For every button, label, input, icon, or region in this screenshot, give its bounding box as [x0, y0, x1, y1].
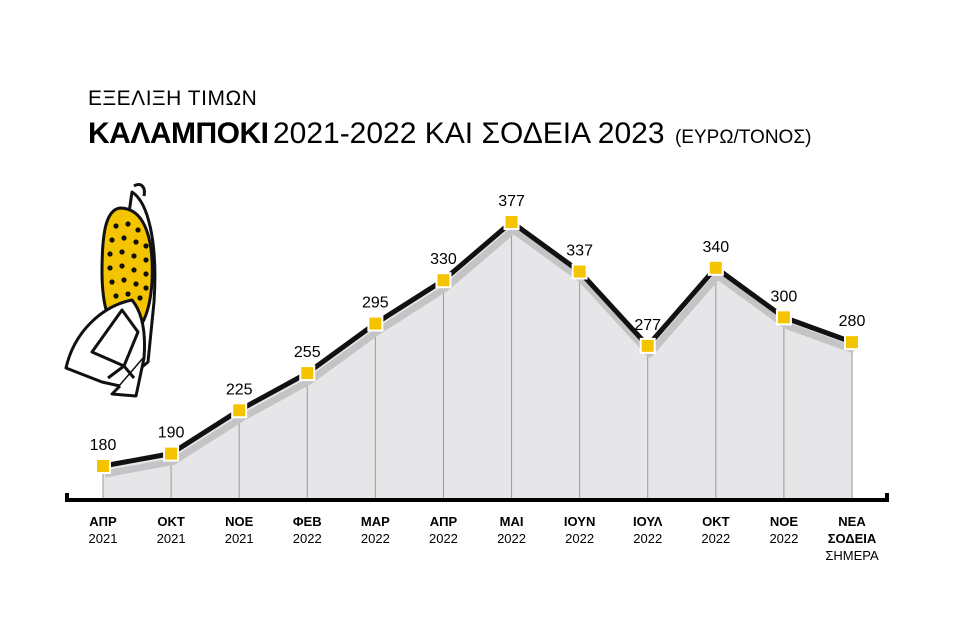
tick-label-9-1: 2022 — [701, 531, 730, 546]
data-point-11 — [844, 334, 860, 351]
tick-label-6-1: 2022 — [497, 531, 526, 546]
data-label-7: 337 — [566, 243, 593, 260]
chart-title-unit: (ΕΥΡΩ/ΤΟΝΟΣ) — [674, 127, 812, 148]
data-point-2 — [231, 402, 248, 419]
tick-label-3-1: 2022 — [293, 531, 322, 546]
tick-label-10-0: ΝΟΕ — [770, 514, 799, 529]
tick-label-11-1: ΣΟΔΕΙΑ — [828, 531, 877, 546]
tick-label-3-0: ΦΕΒ — [293, 514, 322, 529]
chart-title-rest: 2021-2022 ΚΑΙ ΣΟΔΕΙΑ 2023 — [272, 117, 665, 150]
data-label-8: 277 — [634, 317, 661, 334]
series-line — [102, 219, 853, 469]
chart-header: ΕΞΕΛΙΞΗ ΤΙΜΩΝ ΚΑΛΑΜΠΟΚΙ 2021-2022 ΚΑΙ ΣΟ… — [88, 88, 811, 149]
data-point-6 — [503, 214, 520, 230]
data-label-3: 255 — [294, 344, 321, 361]
tick-label-5-0: ΑΠΡ — [430, 514, 458, 529]
tick-label-4-1: 2022 — [361, 531, 390, 546]
chart-title: ΚΑΛΑΜΠΟΚΙ 2021-2022 ΚΑΙ ΣΟΔΕΙΑ 2023 (ΕΥΡ… — [88, 119, 811, 149]
tick-label-0-0: ΑΠΡ — [89, 514, 117, 529]
data-point-0 — [95, 458, 111, 474]
data-point-4 — [367, 315, 384, 332]
tick-label-7-1: 2022 — [565, 531, 594, 546]
data-label-6: 377 — [498, 193, 525, 210]
tick-label-8-0: ΙΟΥΛ — [633, 514, 663, 529]
tick-label-2-1: 2021 — [225, 531, 254, 546]
data-point-10 — [775, 309, 792, 326]
tick-label-7-0: ΙΟΥΝ — [564, 514, 595, 529]
data-label-0: 180 — [90, 437, 117, 454]
tick-label-2-0: ΝΟΕ — [225, 514, 254, 529]
tick-label-6-0: ΜΑΙ — [500, 514, 524, 529]
tick-label-9-0: ΟΚΤ — [702, 514, 730, 529]
data-label-5: 330 — [430, 251, 457, 268]
data-point-7 — [571, 263, 588, 280]
tick-label-0-1: 2021 — [89, 531, 118, 546]
area-fill — [103, 222, 852, 500]
tick-label-10-1: 2022 — [769, 531, 798, 546]
data-point-1 — [163, 445, 180, 462]
data-label-11: 280 — [839, 313, 866, 330]
data-label-10: 300 — [771, 288, 798, 305]
data-point-8 — [639, 337, 656, 354]
tick-label-5-1: 2022 — [429, 531, 458, 546]
tick-label-11-0: ΝΕΑ — [838, 514, 866, 529]
data-point-5 — [435, 272, 452, 289]
data-label-1: 190 — [158, 425, 185, 442]
data-label-4: 295 — [362, 295, 389, 312]
tick-label-8-1: 2022 — [633, 531, 662, 546]
data-label-9: 340 — [702, 239, 729, 256]
tick-label-1-0: ΟΚΤ — [157, 514, 185, 529]
plot-area: 180 190 225 255 295 330 377 337 277 340 300 280 ΑΠΡ 2… — [65, 193, 889, 563]
data-point-3 — [299, 365, 316, 382]
tick-label-11-2: ΣΗΜΕΡΑ — [825, 548, 879, 563]
series-shadow — [104, 226, 856, 478]
corn-cob-icon — [64, 182, 157, 398]
tick-label-1-1: 2021 — [157, 531, 186, 546]
data-label-2: 225 — [226, 381, 253, 398]
chart-title-strong: ΚΑΛΑΜΠΟΚΙ — [88, 117, 269, 150]
data-point-9 — [707, 259, 724, 276]
chart-subtitle: ΕΞΕΛΙΞΗ ΤΙΜΩΝ — [88, 87, 258, 110]
tick-label-4-0: ΜΑΡ — [361, 514, 390, 529]
